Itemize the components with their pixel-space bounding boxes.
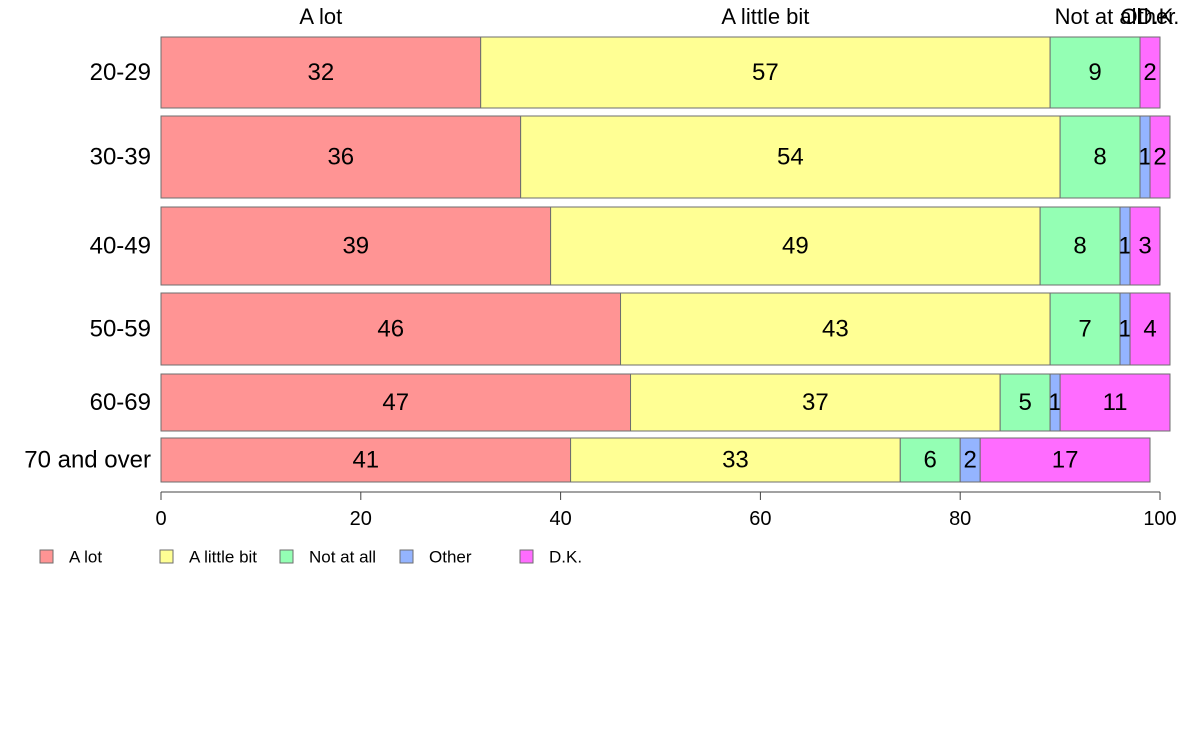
data-label-70-and-over-a-lot: 41 — [352, 447, 379, 474]
bar-row-30-39: 36 54 8 1 2 — [160, 115, 1171, 199]
bar-segment-20-29-a-lot — [160, 36, 482, 109]
x-tick-label-60: 60 — [749, 508, 771, 530]
data-label-40-49-not-at-all: 8 — [1073, 233, 1086, 260]
category-label-40-49: 40-49 — [90, 233, 151, 260]
top-label-a-little-bit: A little bit — [721, 4, 809, 29]
data-label-60-69-d-k: 11 — [1103, 389, 1128, 416]
bar-segment-30-39-not-at-all — [1059, 115, 1141, 199]
bar-row-70-and-over: 41 33 6 2 17 — [160, 437, 1151, 483]
bar-segment-60-69-d-k — [1059, 373, 1171, 432]
data-label-20-29-a-little-bit: 57 — [752, 59, 779, 86]
bar-row-60-69: 47 37 5 1 11 — [160, 373, 1171, 432]
bar-segment-30-39-a-little-bit — [520, 115, 1061, 199]
legend-item-other: Other — [399, 548, 472, 567]
legend-label-a-little-bit: A little bit — [189, 548, 257, 567]
legend-item-a-lot: A lot — [39, 548, 102, 567]
bar-row-40-49: 39 49 8 1 3 — [160, 206, 1161, 286]
data-label-50-59-a-little-bit: 43 — [822, 316, 849, 343]
data-label-70-and-over-d-k: 17 — [1052, 447, 1079, 474]
bar-row-20-29: 32 57 9 2 — [160, 36, 1161, 109]
data-label-50-59-not-at-all: 7 — [1078, 316, 1091, 343]
top-label-a-lot: A lot — [299, 4, 342, 29]
data-label-20-29-a-lot: 32 — [307, 59, 334, 86]
legend-swatch-not-at-all — [279, 549, 294, 564]
x-tick-label-0: 0 — [155, 508, 166, 530]
legend-swatch-a-little-bit — [159, 549, 174, 564]
legend-label-a-lot: A lot — [69, 548, 102, 567]
data-label-60-69-other: 1 — [1048, 389, 1061, 416]
bar-segment-70-and-over-a-lot — [160, 437, 572, 483]
top-label-d-k: D.K. — [1137, 4, 1180, 29]
top-label-not-at-all: Not at all — [1055, 4, 1142, 29]
data-label-40-49-a-little-bit: 49 — [782, 233, 809, 260]
data-label-60-69-not-at-all: 5 — [1018, 389, 1031, 416]
data-label-50-59-d-k: 4 — [1143, 316, 1156, 343]
data-label-20-29-not-at-all: 9 — [1088, 59, 1101, 86]
data-label-70-and-over-other: 2 — [964, 447, 977, 474]
bar-segment-50-59-a-little-bit — [620, 292, 1051, 366]
legend-label-d-k: D.K. — [549, 548, 582, 567]
category-label-60-69: 60-69 — [90, 389, 151, 416]
bar-segment-30-39-a-lot — [160, 115, 522, 199]
x-tick-label-40: 40 — [549, 508, 571, 530]
bar-segment-50-59-d-k — [1129, 292, 1171, 366]
category-label-70-and-over: 70 and over — [24, 447, 151, 474]
bar-segment-70-and-over-a-little-bit — [570, 437, 901, 483]
data-label-50-59-a-lot: 46 — [377, 316, 404, 343]
bar-segment-50-59-not-at-all — [1049, 292, 1121, 366]
data-label-30-39-a-little-bit: 54 — [777, 144, 804, 171]
data-label-30-39-not-at-all: 8 — [1093, 144, 1106, 171]
legend-swatch-a-lot — [39, 549, 54, 564]
category-labels: 20-29 30-39 40-49 50-59 60-69 70 and over — [24, 59, 151, 474]
data-label-30-39-a-lot: 36 — [327, 144, 354, 171]
legend-label-not-at-all: Not at all — [309, 548, 376, 567]
legend-item-d-k: D.K. — [519, 548, 582, 567]
category-label-50-59: 50-59 — [90, 316, 151, 343]
bar-segment-30-39-d-k — [1149, 115, 1171, 199]
data-label-60-69-a-little-bit: 37 — [802, 389, 829, 416]
category-label-20-29: 20-29 — [90, 59, 151, 86]
data-label-40-49-other: 1 — [1118, 233, 1131, 260]
bar-segment-40-49-not-at-all — [1039, 206, 1121, 286]
legend-item-a-little-bit: A little bit — [159, 548, 257, 567]
data-label-40-49-d-k: 3 — [1138, 233, 1151, 260]
bar-segment-70-and-over-not-at-all — [899, 437, 961, 483]
bar-segment-40-49-a-little-bit — [550, 206, 1041, 286]
data-label-20-29-d-k: 2 — [1143, 59, 1156, 86]
data-label-60-69-a-lot: 47 — [382, 389, 409, 416]
bar-segment-40-49-d-k — [1129, 206, 1161, 286]
bar-row-50-59: 46 43 7 1 4 — [160, 292, 1171, 366]
category-label-30-39: 30-39 — [90, 144, 151, 171]
legend-label-other: Other — [429, 548, 472, 567]
x-tick-label-100: 100 — [1143, 508, 1176, 530]
bar-segment-60-69-a-lot — [160, 373, 632, 432]
bar-segment-50-59-a-lot — [160, 292, 622, 366]
x-tick-label-80: 80 — [949, 508, 971, 530]
data-label-70-and-over-a-little-bit: 33 — [722, 447, 749, 474]
x-axis: 0 20 40 60 80 100 — [155, 491, 1177, 530]
data-label-30-39-d-k: 2 — [1153, 144, 1166, 171]
data-label-70-and-over-not-at-all: 6 — [924, 447, 937, 474]
bar-segment-70-and-over-d-k — [979, 437, 1151, 483]
legend-item-not-at-all: Not at all — [279, 548, 376, 567]
data-label-40-49-a-lot: 39 — [342, 233, 369, 260]
x-tick-label-20: 20 — [350, 508, 372, 530]
legend: A lot A little bit Not at all Other D.K. — [39, 548, 582, 567]
legend-swatch-d-k — [519, 549, 534, 564]
top-label-other: Other — [1120, 4, 1175, 29]
data-label-50-59-other: 1 — [1118, 316, 1131, 343]
bar-segment-60-69-a-little-bit — [630, 373, 1001, 432]
legend-swatch-other — [399, 549, 414, 564]
bar-segment-20-29-d-k — [1139, 36, 1161, 109]
data-label-30-39-other: 1 — [1138, 144, 1151, 171]
